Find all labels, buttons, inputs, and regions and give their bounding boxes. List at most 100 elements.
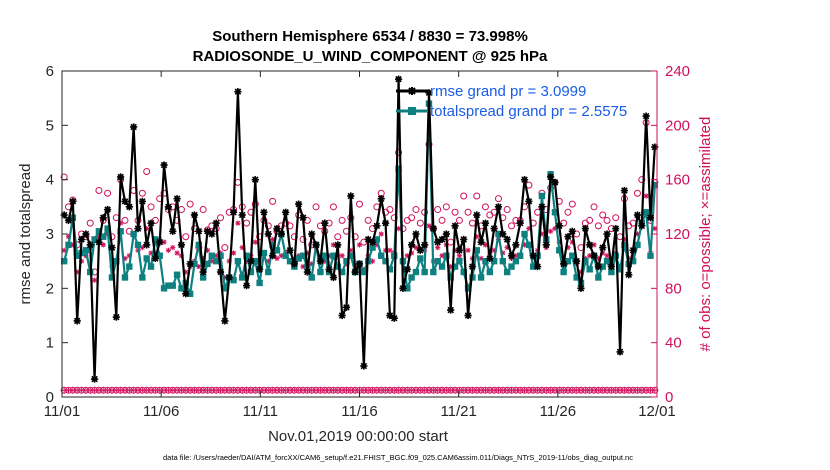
totalspread-point (369, 244, 376, 251)
obs-assimilated-stroke (465, 247, 471, 253)
rmse-point (429, 224, 437, 233)
rmse-point-stroke (308, 230, 315, 238)
totalspread-point (417, 255, 424, 262)
totalspread-point (616, 266, 624, 273)
totalspread-point (508, 263, 515, 270)
totalspread-point (343, 257, 350, 265)
obs-possible-point (568, 200, 576, 208)
rmse-point-stroke (243, 282, 250, 289)
obs-assimilated-stroke (166, 247, 171, 253)
rmse-point-stroke (147, 219, 155, 227)
rmse-point (82, 230, 90, 238)
obs-possible-point (395, 149, 403, 156)
totalspread-point (104, 225, 111, 232)
rmse-point-stroke (273, 225, 281, 232)
rmse-point-stroke (556, 222, 563, 230)
chart-title-line1: Southern Hemisphere 6534 / 8830 = 73.998… (212, 28, 528, 45)
rmse-point-stroke (286, 247, 294, 254)
rmse-point (499, 230, 507, 238)
rmse-point (507, 252, 516, 260)
obs-possible-point (590, 203, 598, 211)
totalspread-point (247, 268, 255, 276)
totalspread-point (582, 257, 589, 265)
rmse-point (64, 216, 73, 225)
rmse-point (308, 230, 316, 238)
rmse-point (282, 208, 290, 216)
y-left-tick-label: 6 (46, 63, 54, 80)
totalspread-point (647, 252, 654, 259)
x-tick-label: 11/11 (243, 403, 278, 420)
rmse-point-stroke (386, 312, 394, 319)
totalspread-point (386, 266, 394, 273)
rmse-point-stroke (91, 375, 98, 383)
totalspread-point (299, 252, 307, 259)
obs-assimilated-stroke (483, 242, 488, 248)
x-tick-label: 11/16 (341, 403, 377, 420)
obs-assimilated-point (235, 220, 241, 226)
totalspread-point (65, 241, 72, 249)
rmse-point-stroke (456, 247, 463, 254)
x-tick-label: 12/01 (638, 403, 676, 420)
rmse-point (403, 265, 411, 273)
rmse-point-stroke (551, 179, 559, 186)
obs-assimilated-stroke (387, 247, 393, 253)
rmse-point-stroke (417, 247, 424, 254)
totalspread-point (295, 255, 302, 262)
rmse-point-stroke (182, 290, 190, 298)
rmse-point-stroke (282, 209, 289, 216)
rmse-point (390, 314, 398, 322)
totalspread-point (334, 263, 341, 270)
rmse-point-stroke (199, 268, 207, 276)
rmse-point (555, 222, 563, 230)
totalspread-point (239, 274, 246, 281)
obs-possible-point (451, 208, 459, 216)
y-left-tick-label: 2 (46, 280, 54, 297)
rmse-point (546, 173, 555, 181)
obs-assimilated-stroke (274, 256, 280, 261)
obs-assimilated-stroke (174, 250, 180, 256)
rmse-point (360, 362, 368, 370)
totalspread-point (512, 257, 520, 265)
rmse-point (177, 241, 186, 249)
obs-possible-point (594, 222, 602, 230)
obs-possible-point (386, 206, 394, 214)
obs-possible-point (460, 192, 468, 200)
rmse-point-stroke (238, 211, 246, 219)
totalspread-point (503, 268, 511, 276)
rmse-point (516, 219, 524, 227)
rmse-point-stroke (265, 230, 272, 238)
totalspread-point (525, 241, 533, 249)
obs-possible-point (494, 195, 502, 203)
legend: rmse grand pr = 3.0999 totalspread grand… (396, 83, 627, 120)
rmse-point-stroke (82, 230, 90, 238)
obs-possible-point (303, 216, 311, 224)
rmse-point (104, 205, 112, 214)
totalspread-point (60, 257, 68, 265)
rmse-point-stroke (156, 238, 163, 246)
totalspread-point (573, 274, 580, 281)
obs-possible-point (586, 216, 594, 224)
rmse-point-stroke (447, 306, 454, 314)
totalspread-point (186, 290, 194, 297)
totalspread-point (538, 192, 546, 200)
rmse-point (581, 224, 589, 233)
rmse-point (394, 75, 403, 83)
obs-possible-point (364, 216, 372, 224)
obs-possible-point (356, 200, 363, 208)
y-left-tick-label: 3 (46, 226, 54, 243)
totalspread-point (204, 260, 211, 268)
obs-assimilated-stroke (170, 245, 176, 250)
obs-possible-point (603, 216, 611, 224)
rmse-point (290, 260, 298, 268)
totalspread-point (434, 257, 441, 265)
obs-possible-point (638, 176, 646, 184)
rmse-point-stroke (460, 236, 467, 243)
rmse-point (399, 284, 407, 292)
obs-possible-point (95, 187, 103, 195)
rmse-point-stroke (208, 230, 216, 238)
rmse-point-stroke (608, 263, 615, 270)
y-right-tick-label: 120 (665, 226, 690, 243)
obs-assimilated-point (174, 250, 180, 256)
y-left-tick-label: 4 (46, 172, 54, 189)
rmse-point-stroke (356, 260, 363, 268)
